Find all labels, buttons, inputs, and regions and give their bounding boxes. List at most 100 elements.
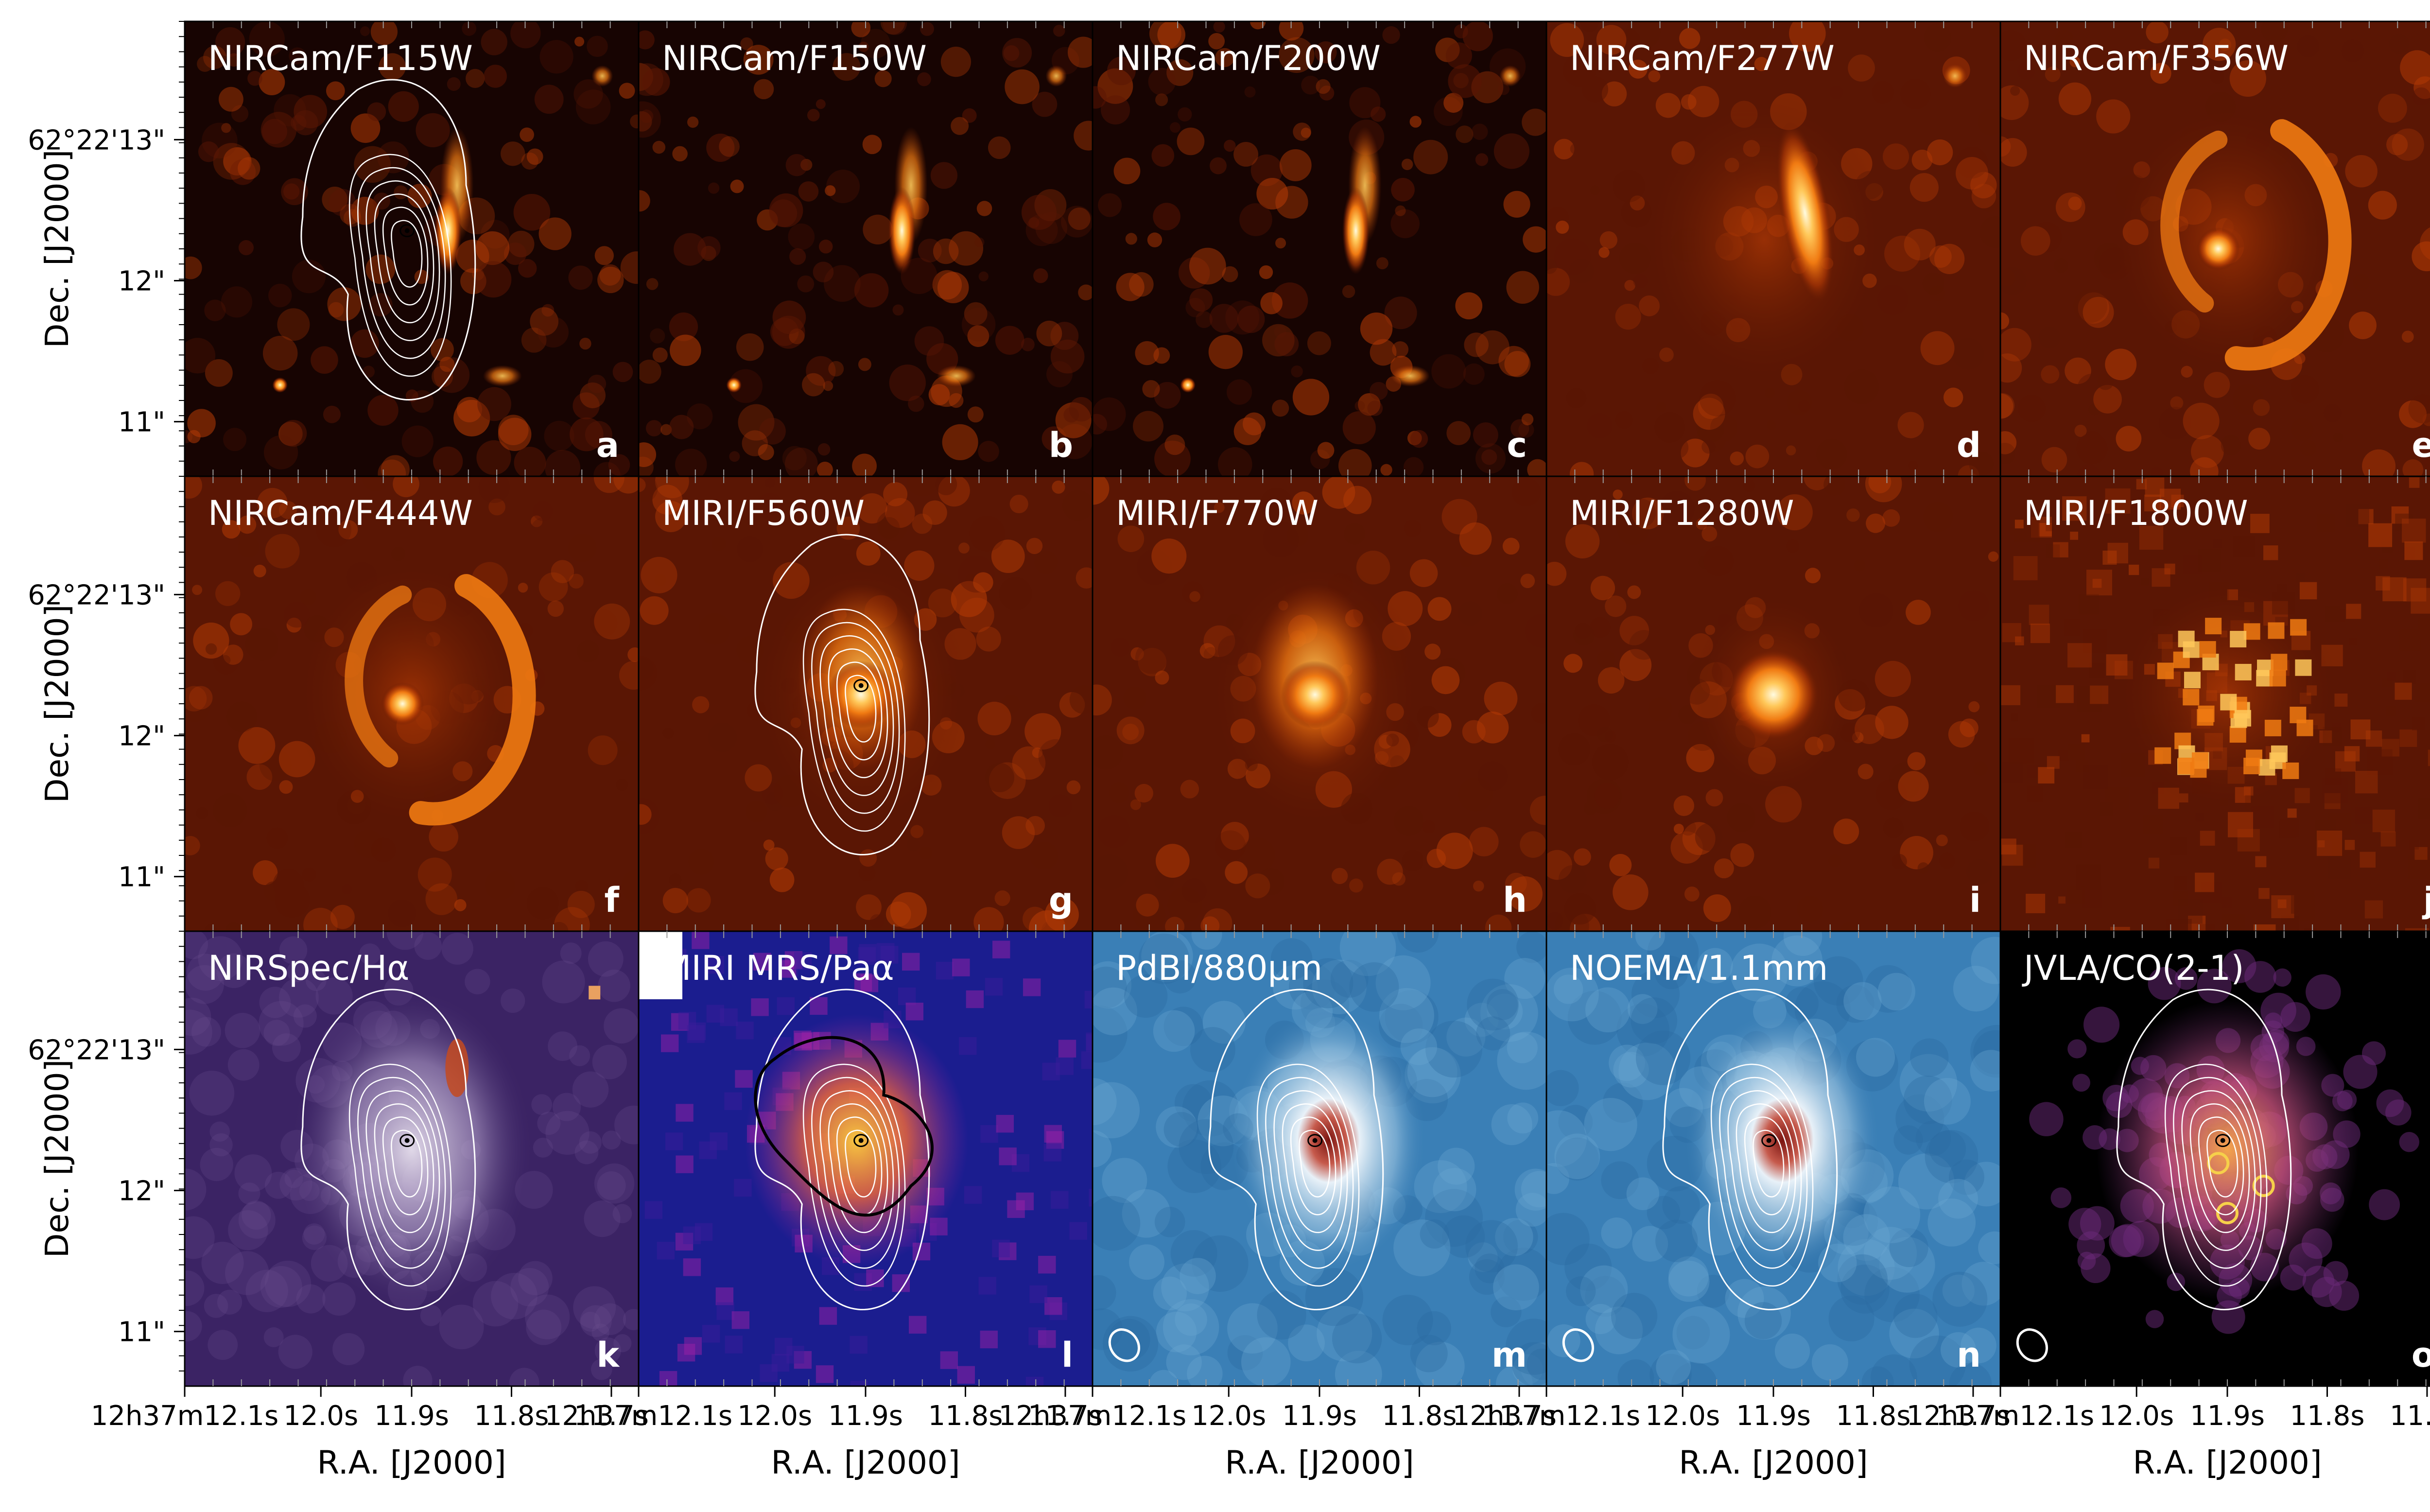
x-axis-label: R.A. [J2000]	[317, 1444, 506, 1481]
contour-outer	[754, 534, 930, 855]
x-tick-label: 11.7s	[574, 1400, 649, 1432]
contour-peak-dot	[858, 683, 864, 688]
source-emission	[295, 558, 536, 831]
contours	[1662, 989, 1838, 1310]
y-tick-label: 12"	[118, 266, 165, 297]
contour-level	[357, 1077, 446, 1269]
panel-letter: e	[2412, 425, 2430, 465]
panel-n: NOEMA/1.1mm n	[1545, 930, 2001, 1387]
contour-level	[2198, 1116, 2244, 1216]
contours	[300, 989, 476, 1310]
panel-h: MIRI/F770W h	[1092, 475, 1547, 932]
x-tick-label: 11.8s	[1836, 1400, 1911, 1432]
y-axis-label: Dec. [J2000]	[38, 150, 76, 348]
panel-letter: h	[1503, 880, 1527, 920]
y-axis-label: Dec. [J2000]	[38, 605, 76, 803]
contour-level	[365, 1090, 440, 1251]
contour-level	[348, 1063, 452, 1286]
y-tick-label: 12"	[118, 1176, 165, 1207]
x-tick-label: 11.9s	[2190, 1400, 2265, 1432]
contour-level	[374, 1103, 434, 1233]
panel-title: NOEMA/1.1mm	[1570, 948, 1828, 988]
contour-level	[2173, 1077, 2262, 1269]
x-tick-label: 11.8s	[928, 1400, 1003, 1432]
contour-level	[836, 661, 883, 761]
x-tick-label: 11.8s	[2290, 1400, 2365, 1432]
contours	[754, 534, 930, 855]
source-emission	[639, 931, 969, 1267]
panel-letter: k	[596, 1335, 620, 1375]
panel-letter: c	[1507, 425, 1527, 465]
panel-title: MIRI/F770W	[1116, 493, 1319, 533]
x-tick-label: 12.0s	[1191, 1400, 1266, 1432]
contour-outer	[300, 79, 476, 400]
contour-outer	[2116, 989, 2292, 1310]
contour-level	[845, 1130, 877, 1198]
x-tick-label: 12h37m12.1s	[91, 1400, 278, 1432]
panel-title: MIRI MRS/Paα	[662, 948, 894, 988]
contour-level	[1290, 1116, 1336, 1216]
x-tick-label: 11.9s	[1282, 1400, 1357, 1432]
panel-letter: b	[1049, 425, 1073, 465]
contour-level	[1736, 1103, 1796, 1233]
panel-i: MIRI/F1280W i	[1545, 475, 2001, 932]
contour-level	[357, 167, 446, 359]
contours	[2116, 989, 2292, 1310]
contour-peak	[853, 1134, 869, 1147]
source-emission	[754, 558, 968, 831]
contour-level	[365, 180, 440, 341]
panel-letter: j	[2422, 880, 2430, 920]
contour-level	[845, 675, 877, 743]
panel-letter: i	[1969, 880, 1981, 920]
x-tick-label: 12h37m12.1s	[1453, 1400, 1640, 1432]
y-tick-label: 11"	[118, 407, 165, 438]
contour-level	[802, 608, 906, 832]
panel-c: NIRCam/F200W c	[1092, 20, 1547, 477]
x-tick-label: 11.7s	[1028, 1400, 1103, 1432]
x-tick-label: 12.0s	[737, 1400, 812, 1432]
contour-level	[828, 648, 888, 778]
x-tick-label: 12h37m12.1s	[545, 1400, 732, 1432]
panel-title: MIRI/F1280W	[1570, 493, 1794, 533]
panel-title: NIRSpec/Hα	[208, 948, 409, 988]
x-tick-label: 11.8s	[1382, 1400, 1457, 1432]
panel-background	[639, 21, 1093, 476]
source-emission	[290, 986, 601, 1310]
x-tick-label: 11.7s	[2390, 1400, 2430, 1432]
panel-letter: l	[1061, 1335, 1073, 1375]
source-emission	[1691, 592, 1856, 797]
y-tick-label: 62°22'13"	[28, 1034, 165, 1066]
panel-title: MIRI/F1800W	[2024, 493, 2248, 533]
contour-peak	[2215, 1134, 2231, 1147]
x-tick-label: 11.8s	[474, 1400, 549, 1432]
contour-level	[1727, 1090, 1802, 1251]
contour-level	[811, 622, 900, 814]
panel-l: MIRI MRS/Paα l	[638, 930, 1094, 1387]
contour-level	[382, 1116, 429, 1216]
x-axis-label: R.A. [J2000]	[771, 1444, 960, 1481]
beam-ellipse	[1108, 1328, 1140, 1362]
panel-b: NIRCam/F150W b	[638, 20, 1094, 477]
y-tick-label: 12"	[118, 721, 165, 752]
contour-peak	[853, 679, 869, 693]
contour-outer	[300, 989, 476, 1310]
panel-title: NIRCam/F356W	[2024, 38, 2289, 78]
source-emission	[1685, 1009, 1880, 1272]
panel-d: NIRCam/F277W d	[1545, 20, 2001, 477]
panel-e: NIRCam/F356W e	[1999, 20, 2430, 477]
panel-title: NIRCam/F115W	[208, 38, 473, 78]
panel-title: MIRI/F560W	[662, 493, 865, 533]
x-axis-label: R.A. [J2000]	[2133, 1444, 2322, 1481]
contour-outer	[1208, 989, 1384, 1310]
x-tick-label: 12.0s	[2099, 1400, 2174, 1432]
contour-level	[1710, 1063, 1814, 1286]
panel-title: PdBI/880μm	[1116, 948, 1322, 988]
contour-level	[2164, 1063, 2268, 1286]
panel-letter: f	[605, 880, 620, 920]
contour-peak	[399, 224, 415, 238]
source-emission	[726, 65, 1067, 393]
contour-level	[1744, 1116, 1790, 1216]
x-tick-label: 12.0s	[1645, 1400, 1720, 1432]
y-axis-label: Dec. [J2000]	[38, 1060, 76, 1258]
